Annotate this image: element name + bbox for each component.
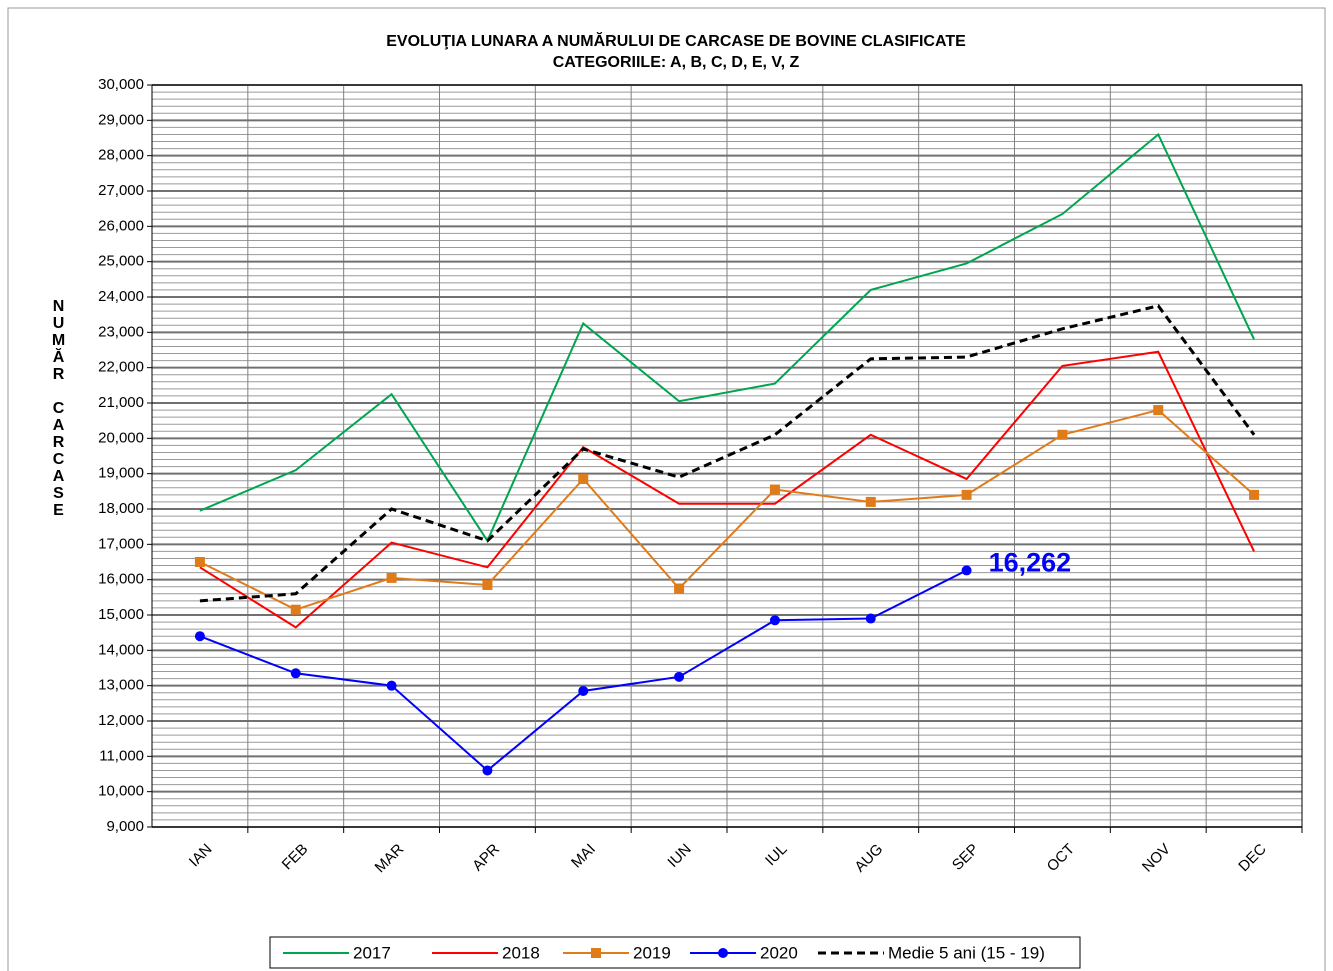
marker — [482, 579, 493, 590]
legend-label: 2019 — [633, 943, 671, 962]
marker — [1249, 489, 1260, 500]
y-tick-label: 13,000 — [98, 677, 144, 694]
y-tick-label: 30,000 — [98, 76, 144, 93]
marker — [578, 685, 589, 696]
chart-subtitle: CATEGORIILE: A, B, C, D, E, V, Z — [553, 54, 800, 71]
y-tick-label: 19,000 — [98, 465, 144, 482]
legend-label: 2018 — [502, 943, 540, 962]
legend-label: 2020 — [760, 943, 798, 962]
y-tick-label: 9,000 — [106, 818, 144, 835]
marker — [769, 615, 780, 626]
legend-box — [269, 936, 1081, 969]
marker — [865, 496, 876, 507]
y-tick-label: 18,000 — [98, 500, 144, 517]
marker — [961, 489, 972, 500]
marker — [194, 557, 205, 567]
marker — [578, 473, 589, 484]
y-tick-label: 14,000 — [98, 641, 144, 658]
series-line — [199, 408, 1255, 611]
legend-marker — [718, 948, 728, 958]
chart-title: EVOLUŢIA LUNARA A NUMĂRULUI DE CARCASE D… — [386, 31, 966, 50]
marker — [482, 765, 493, 776]
legend: 2017 2018 2019 2020 Medie 5 ani (15 - 19) — [269, 936, 1081, 969]
marker — [865, 613, 876, 624]
y-tick-label: 17,000 — [98, 535, 144, 552]
y-tick-label: 26,000 — [98, 217, 144, 234]
marker — [769, 484, 780, 495]
y-tick-label: 21,000 — [98, 394, 144, 411]
y-tick-label: 11,000 — [99, 747, 144, 764]
legend-label: 2017 — [353, 943, 391, 962]
marker — [961, 565, 972, 576]
y-tick-label: 16,000 — [98, 571, 144, 588]
y-tick-label: 22,000 — [98, 359, 144, 376]
y-tick-label: 23,000 — [98, 323, 144, 340]
marker — [194, 631, 205, 642]
y-tick-label: 15,000 — [98, 606, 144, 623]
y-tick-label: 28,000 — [98, 147, 144, 164]
marker — [386, 572, 397, 583]
series-line — [199, 132, 1255, 543]
y-tick-label: 12,000 — [98, 712, 144, 729]
marker — [290, 604, 301, 615]
y-tick-label: 24,000 — [98, 288, 144, 305]
series-line — [199, 304, 1256, 603]
marker — [674, 671, 685, 682]
y-tick-label: 29,000 — [98, 111, 144, 128]
y-tick-label: 27,000 — [98, 182, 144, 199]
marker — [1153, 405, 1164, 416]
y-axis-label: NUMĂR CARCASE — [50, 298, 67, 519]
legend-label: Medie 5 ani (15 - 19) — [888, 943, 1045, 962]
data-label: 16,262 — [989, 548, 1072, 578]
series-line — [199, 350, 1255, 629]
y-tick-label: 20,000 — [98, 429, 144, 446]
marker — [290, 668, 301, 679]
marker — [1057, 429, 1068, 440]
y-tick-label: 25,000 — [98, 253, 144, 270]
marker — [386, 680, 397, 691]
legend-marker — [591, 948, 601, 958]
marker — [674, 583, 685, 594]
y-tick-label: 10,000 — [98, 783, 144, 800]
